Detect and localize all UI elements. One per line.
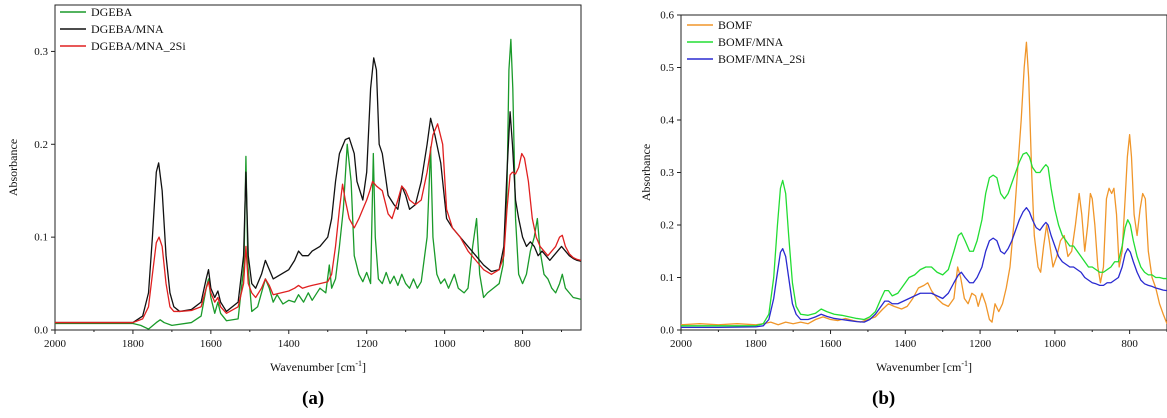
x-tick-label: 2000 — [670, 338, 693, 350]
legend-entry: BOMF/MNA_2Si — [718, 52, 806, 66]
panel-b: 2000 1800 1600 1400 1200 1000 800 0.0 0.1 0.2 0.3 0… — [590, 0, 1167, 418]
y-tick-label: 0.2 — [34, 139, 48, 151]
x-tick-label: 1600 — [200, 338, 223, 350]
y-tick-label: 0.1 — [660, 272, 674, 284]
y-axis-label: Absorbance — [639, 144, 653, 201]
legend-entry: BOMF/MNA — [718, 35, 784, 49]
legend-entry: DGEBA/MNA_2Si — [91, 39, 186, 53]
y-tick-label: 0.0 — [660, 325, 674, 337]
x-tick-label: 1600 — [820, 338, 843, 350]
panel-a: 2000 1800 1600 1400 1200 1000 800 0.0 0.1 0.2 0.3 W… — [6, 4, 582, 409]
x-tick-label: 1400 — [894, 338, 917, 350]
series-line-1 — [681, 151, 1167, 327]
y-tick-label: 0.3 — [34, 46, 48, 58]
series-line-1 — [55, 57, 581, 324]
series-group — [55, 38, 581, 330]
y-tick-label: 0.2 — [660, 220, 674, 232]
y-tick-label: 0.1 — [34, 232, 48, 244]
x-tick-label: 1000 — [1044, 338, 1067, 350]
x-tick-label: 1400 — [278, 338, 301, 350]
y-tick-label: 0.6 — [660, 10, 674, 22]
chart-a-svg: 2000 1800 1600 1400 1200 1000 800 0.0 0.1 0.2 0.3 W… — [6, 4, 582, 374]
series-line-0 — [681, 41, 1167, 326]
legend-entry: BOMF — [718, 18, 752, 32]
x-axis-label: Wavenumber [cm-1] — [270, 359, 366, 374]
x-tick-label: 1200 — [356, 338, 379, 350]
x-tick-label: 1800 — [122, 338, 145, 350]
panel-label-a: (a) — [302, 388, 325, 409]
x-tick-label: 1200 — [969, 338, 992, 350]
panel-label-b: (b) — [872, 388, 896, 409]
y-tick-label: 0.4 — [660, 115, 674, 127]
x-tick-label: 1000 — [434, 338, 457, 350]
legend-entry: DGEBA — [91, 5, 133, 19]
x-axis-label: Wavenumber [cm-1] — [876, 359, 972, 374]
series-line-2 — [55, 123, 581, 324]
y-axis-label: Absorbance — [6, 139, 20, 196]
series-group — [681, 41, 1167, 329]
series-line-0 — [55, 38, 581, 330]
y-tick-label: 0.0 — [34, 325, 48, 337]
plot-frame — [54, 4, 582, 331]
y-tick-label: 0.3 — [660, 167, 674, 179]
x-tick-label: 800 — [1121, 338, 1138, 350]
series-line-2 — [681, 207, 1167, 329]
y-tick-label: 0.5 — [660, 62, 674, 74]
x-tick-label: 2000 — [44, 338, 67, 350]
legend-entry: DGEBA/MNA — [91, 22, 164, 36]
x-tick-label: 1800 — [745, 338, 768, 350]
x-tick-label: 800 — [514, 338, 531, 350]
chart-b-svg: 2000 1800 1600 1400 1200 1000 800 0.0 0.1 0.2 0.3 0… — [639, 10, 1167, 374]
